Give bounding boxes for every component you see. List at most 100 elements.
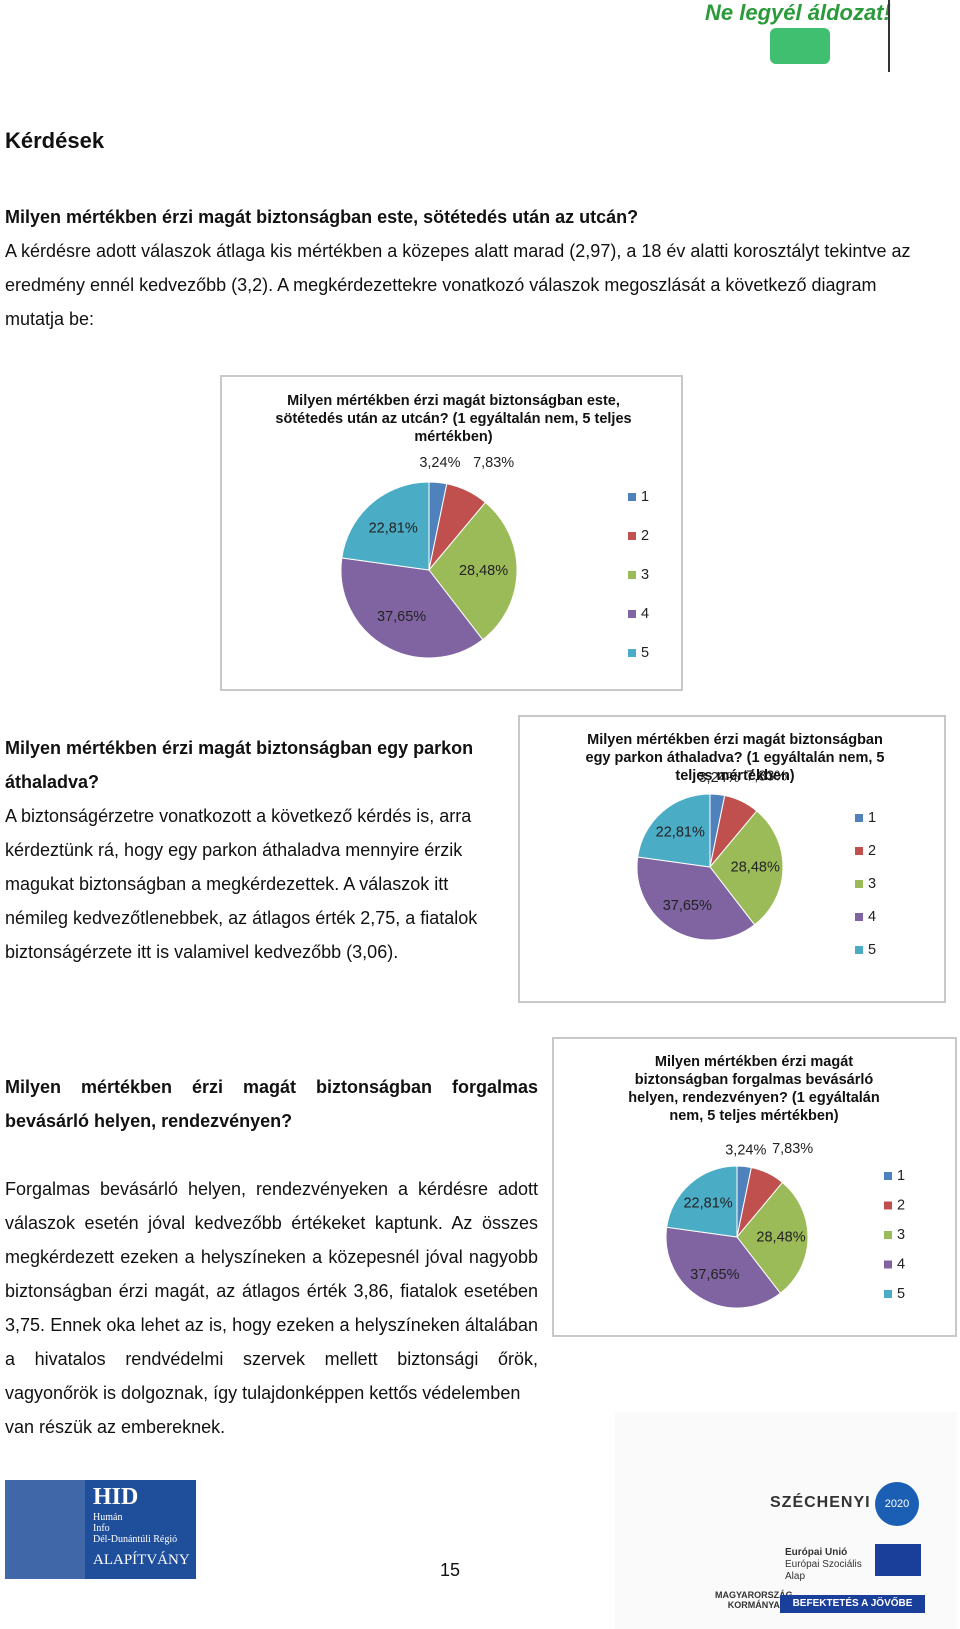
- data-label: 3,24%: [419, 455, 460, 471]
- pie-slice: [341, 481, 430, 571]
- legend-swatch: [884, 1201, 892, 1210]
- data-label: 37,65%: [690, 1267, 739, 1283]
- slogan: BEFEKTETÉS A JÖVŐBE: [780, 1595, 925, 1613]
- legend-swatch: [884, 1172, 892, 1180]
- question: Milyen mértékben érzi magát biztonságban…: [5, 738, 474, 792]
- eu-flag: [875, 1544, 921, 1576]
- legend-swatch: [855, 814, 863, 822]
- legend-swatch: [884, 1290, 892, 1298]
- paragraph: Forgalmas bevásárló helyen, rendezvények…: [5, 1179, 538, 1403]
- data-label: 7,83%: [772, 1141, 813, 1157]
- top-logo: Ne legyél áldozat!: [705, 0, 895, 72]
- section: 3,24% 7,83% 28,48% 37,65% 22,81% 1 2 3 4 5 Milyen …: [5, 1037, 960, 1444]
- legend-swatch: [884, 1231, 892, 1239]
- pie-slice: [340, 557, 484, 659]
- data-label: 3,24%: [725, 1143, 766, 1159]
- pie-slice: [736, 1181, 809, 1294]
- crest: [715, 1542, 793, 1590]
- data-label: 7,83%: [746, 769, 787, 785]
- szechenyi-block: SZÉCHENYI 2020 MAGYARORSZÁG KORMÁNYA Eur…: [615, 1412, 957, 1629]
- legend-label: 3: [641, 567, 649, 583]
- legend-label: 1: [641, 489, 649, 505]
- chart-box: 3,24% 7,83% 28,48% 37,65% 22,81% 1 2 3 4 5 Milyen …: [552, 1037, 957, 1337]
- logo-line: Európai Unió: [785, 1547, 848, 1558]
- logo-badge: 2020: [875, 1482, 919, 1526]
- pie-chart: 3,24% 7,83% 28,48% 37,65% 22,81% 1 2 3 4 5: [636, 769, 876, 958]
- logo-divider: [888, 0, 890, 72]
- data-label: 37,65%: [663, 898, 712, 914]
- legend-swatch: [628, 610, 636, 618]
- legend-label: 2: [897, 1197, 905, 1213]
- logo-text: HID: [93, 1484, 139, 1510]
- data-label: 3,24%: [698, 770, 739, 786]
- paragraph: A kérdésre adott válaszok átlaga kis mér…: [5, 241, 911, 329]
- legend-label: 3: [897, 1227, 905, 1243]
- legend-swatch: [628, 571, 636, 579]
- logo-line: Info: [93, 1523, 110, 1534]
- legend-label: 2: [641, 528, 649, 544]
- legend-label: 1: [868, 810, 876, 826]
- legend-label: 4: [868, 909, 876, 925]
- legend-swatch: [855, 946, 863, 954]
- legend-label: 5: [868, 942, 876, 958]
- hid-logo: HID Humán Info Dél-Dunántúli Régió ALAPÍ…: [5, 1480, 196, 1579]
- chart-box: 3,24% 7,83% 28,48% 37,65% 22,81% 1 2 3 4 5 Milyen …: [220, 375, 683, 691]
- data-label: 7,83%: [473, 455, 514, 471]
- chart-title: Milyen mértékben érzi magát biztonságban…: [275, 393, 632, 445]
- legend-label: 5: [641, 645, 649, 661]
- pie-slice: [665, 1226, 782, 1309]
- logo-line: Humán: [93, 1512, 123, 1523]
- pie-chart: 3,24% 7,83% 28,48% 37,65% 22,81% 1 2 3 4 5: [340, 455, 649, 661]
- data-label: 22,81%: [369, 521, 418, 537]
- legend-label: 4: [897, 1256, 905, 1272]
- data-label: 22,81%: [656, 825, 705, 841]
- logo-line: Európai Szociális: [785, 1559, 862, 1570]
- legend-label: 5: [897, 1286, 905, 1302]
- logo-text: Humán Info Dél-Dunántúli Régió: [93, 1512, 177, 1545]
- data-label: 22,81%: [683, 1196, 732, 1212]
- chart-box: 3,24% 7,83% 28,48% 37,65% 22,81% 1 2 3 4 5 Milyen …: [518, 715, 946, 1003]
- logo-line: Alap: [785, 1571, 806, 1582]
- legend-swatch: [855, 913, 863, 921]
- logo-text: Európai Unió Európai Szociális Alap: [785, 1547, 862, 1583]
- question: Milyen mértékben érzi magát biztonságban…: [5, 207, 639, 227]
- pie-chart: 3,24% 7,83% 28,48% 37,65% 22,81% 1 2 3 4 5: [665, 1141, 905, 1309]
- legend-swatch: [628, 649, 636, 657]
- question: Milyen mértékben érzi magát biztonságban…: [5, 1077, 538, 1131]
- legend-swatch: [628, 532, 636, 540]
- legend-label: 3: [868, 876, 876, 892]
- logo-text: MAGYARORSZÁG KORMÁNYA: [715, 1542, 793, 1610]
- data-label: 28,48%: [731, 860, 780, 876]
- pie-slice: [709, 810, 784, 926]
- pie-slice: [637, 793, 711, 868]
- logo-hand: [770, 28, 830, 64]
- paragraph: A biztonságérzetre vonatkozott a követke…: [5, 806, 478, 962]
- logo-line: Dél-Dunántúli Régió: [93, 1534, 178, 1545]
- data-label: 28,48%: [756, 1230, 805, 1246]
- page-number: 15: [440, 1560, 461, 1580]
- paragraph: van részük az embereknek.: [5, 1417, 226, 1437]
- legend-label: 4: [641, 606, 649, 622]
- section: Milyen mértékben érzi magát biztonságban…: [5, 731, 495, 969]
- logo-text: ALAPÍTVÁNY: [93, 1552, 190, 1568]
- legend-label: 1: [897, 1168, 905, 1184]
- logo-text: SZÉCHENYI: [770, 1494, 871, 1511]
- logo-line: MAGYARORSZÁG: [715, 1590, 793, 1600]
- logo-decor: [5, 1480, 85, 1579]
- legend-label: 2: [868, 843, 876, 859]
- legend-swatch: [855, 847, 863, 855]
- pie-slice: [428, 501, 518, 641]
- chart-title: Milyen mértékben érzi magát biztonságban…: [585, 732, 885, 784]
- legend-swatch: [628, 493, 636, 501]
- section: Milyen mértékben érzi magát biztonságban…: [5, 200, 915, 336]
- pie-slice: [666, 1165, 738, 1238]
- pie-slice: [636, 856, 756, 941]
- page-heading: Kérdések: [5, 128, 105, 153]
- data-label: 37,65%: [377, 609, 426, 625]
- logo-line: KORMÁNYA: [727, 1600, 780, 1610]
- legend-swatch: [884, 1260, 892, 1269]
- chart-title: Milyen mértékben érzi magát biztonságban…: [628, 1054, 880, 1124]
- logo-text: Ne legyél áldozat!: [705, 0, 891, 25]
- data-label: 28,48%: [459, 563, 508, 579]
